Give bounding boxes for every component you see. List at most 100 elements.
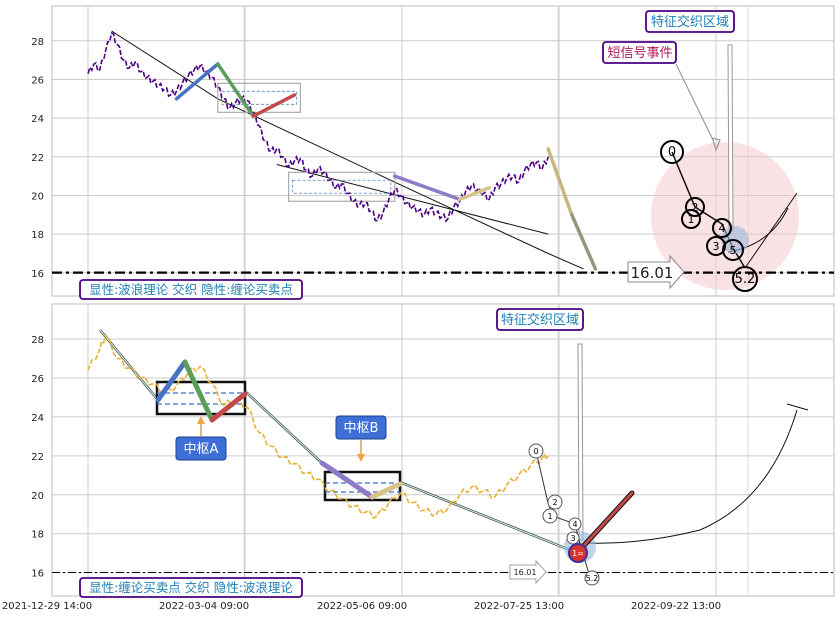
- bottom-wave-segments: [155, 359, 635, 578]
- bottom-support-label: 16.01: [514, 568, 537, 577]
- top-wave-segment: [216, 62, 255, 118]
- bottom-center-b-label: 中枢B: [344, 421, 379, 436]
- y-tick-label: 18: [31, 230, 44, 241]
- top-wave-label: 2: [692, 201, 699, 214]
- top-zone-label: 特征交织区域: [651, 14, 729, 30]
- top-wave-label: 5: [730, 244, 737, 257]
- top-center-box: [288, 171, 396, 202]
- bottom-center-a-annotation: 中枢A: [175, 416, 227, 461]
- bottom-legend-label: 显性:缠论买卖点 交织 隐性:波浪理论: [89, 580, 293, 595]
- y-tick-label: 28: [31, 335, 44, 346]
- bottom-wave-label-ring: [547, 494, 563, 510]
- y-tick-label: 18: [31, 530, 44, 541]
- top-wave-label-ring: [681, 209, 701, 229]
- bottom-wave-label-ring: [528, 443, 544, 459]
- y-tick-label: 26: [31, 75, 44, 86]
- x-tick-label: 2022-03-04 09:00: [159, 601, 249, 612]
- top-wave-label: 3: [713, 240, 720, 253]
- y-tick-label: 16: [31, 569, 44, 580]
- bottom-wave-label: 2: [552, 498, 557, 507]
- bottom-gridlines: [52, 304, 834, 596]
- top-wave-label-ring: [722, 239, 744, 261]
- x-tick-label: 2022-05-06 09:00: [317, 601, 407, 612]
- top-wave-label: 5.2: [735, 272, 756, 287]
- top-legend-label: 显性:波浪理论 交织 隐性:缠论买卖点: [89, 282, 293, 297]
- top-center-inner-box: [292, 179, 392, 194]
- bottom-wave-label: 0: [533, 447, 538, 456]
- bottom-wave-label-ring: [568, 517, 582, 531]
- top-support-label-box: 16.01: [627, 254, 685, 290]
- top-y-ticks: 16 18 20 22 24 26 28: [31, 37, 44, 280]
- top-wave-label-ring: [732, 266, 758, 292]
- top-wave-segment: [570, 213, 598, 271]
- x-tick-label: 2022-09-22 13:00: [631, 601, 721, 612]
- top-wave-segment: [393, 174, 462, 202]
- top-wave-path: [671, 151, 746, 269]
- bottom-wave-label-ring: [566, 531, 580, 545]
- bottom-projection-arc: [584, 409, 798, 544]
- bottom-zone-arrow: [577, 343, 584, 541]
- top-signal-annotation: 短信号事件: [602, 41, 677, 64]
- top-projection-line: [744, 192, 798, 269]
- top-wave-label-ring: [712, 218, 732, 238]
- top-wave-label-ring: [685, 197, 705, 217]
- bottom-zone-label: 特征交织区域: [501, 312, 579, 328]
- y-tick-label: 22: [31, 452, 44, 463]
- top-support-label: 16.01: [631, 264, 674, 282]
- top-trend-line-2: [276, 164, 549, 235]
- y-tick-label: 26: [31, 374, 44, 385]
- y-tick-label: 24: [31, 114, 44, 125]
- bottom-panel-frame: [51, 303, 835, 597]
- bottom-wave-segment: [319, 460, 375, 500]
- bottom-wave-label-ring: [542, 508, 558, 524]
- bottom-center-a-label: 中枢A: [184, 442, 219, 457]
- top-wave-segment: [546, 147, 574, 217]
- top-wave-segment: [174, 62, 220, 101]
- top-zone-arrow: [727, 44, 734, 231]
- top-wave-label-ring: [706, 236, 726, 256]
- top-wave-labels: 0 21 4 3 5 5.2: [660, 140, 758, 292]
- top-wave-segment: [457, 185, 491, 202]
- y-tick-label: 16: [31, 269, 44, 280]
- y-tick-label: 20: [31, 491, 44, 502]
- bottom-wave-segment: [369, 481, 403, 500]
- bottom-buy-point-label: 1=: [572, 549, 584, 558]
- bottom-wave-labels: 0 21 4 3 5.2 1=: [528, 443, 600, 586]
- top-legend-annotation: 显性:波浪理论 交织 隐性:缠论买卖点: [79, 279, 303, 300]
- y-tick-label: 20: [31, 191, 44, 202]
- bottom-rebound-segment: [576, 491, 634, 554]
- bottom-wave-label: 1: [547, 512, 552, 521]
- top-wave-label-ring: [660, 140, 684, 164]
- bottom-legend-annotation: 显性:缠论买卖点 交织 隐性:波浪理论: [79, 577, 303, 598]
- top-zone-annotation: 特征交织区域: [645, 10, 735, 33]
- top-center-inner-box: [221, 90, 297, 105]
- bottom-wave-label: 5.2: [586, 574, 599, 583]
- bottom-center-b-annotation: 中枢B: [335, 415, 387, 462]
- bottom-wave-segment: [182, 359, 215, 423]
- bottom-wave-label: 4: [572, 520, 577, 529]
- top-trend-line: [111, 30, 584, 270]
- bottom-wave-segment: [209, 391, 248, 423]
- bottom-support-label-box: 16.01: [509, 559, 547, 585]
- x-tick-label: 2021-12-29 14:00: [2, 601, 92, 612]
- x-tick-label: 2022-07-25 13:00: [474, 601, 564, 612]
- top-wave-label: 1: [688, 213, 695, 226]
- top-wave-label: 4: [719, 222, 726, 235]
- bottom-buy-point-marker: [568, 543, 588, 563]
- bottom-wave-label-ring: [584, 570, 600, 586]
- y-tick-label: 22: [31, 153, 44, 164]
- bottom-projection-cap: [786, 403, 809, 411]
- y-tick-label: 24: [31, 413, 44, 424]
- top-wave-label: 0: [668, 145, 676, 160]
- top-signal-label: 短信号事件: [607, 46, 672, 61]
- x-axis-ticks: 2021-12-29 14:00 2022-03-04 09:00 2022-05-…: [2, 601, 721, 612]
- top-interaction-zone: [651, 142, 799, 290]
- bottom-y-ticks: 16 18 20 22 24 26 28: [31, 335, 44, 580]
- bottom-zone-annotation: 特征交织区域: [496, 308, 584, 331]
- top-price-series: [87, 32, 549, 223]
- top-wave-segment: [251, 93, 297, 118]
- bottom-wave-segment: [155, 359, 188, 403]
- y-tick-label: 28: [31, 37, 44, 48]
